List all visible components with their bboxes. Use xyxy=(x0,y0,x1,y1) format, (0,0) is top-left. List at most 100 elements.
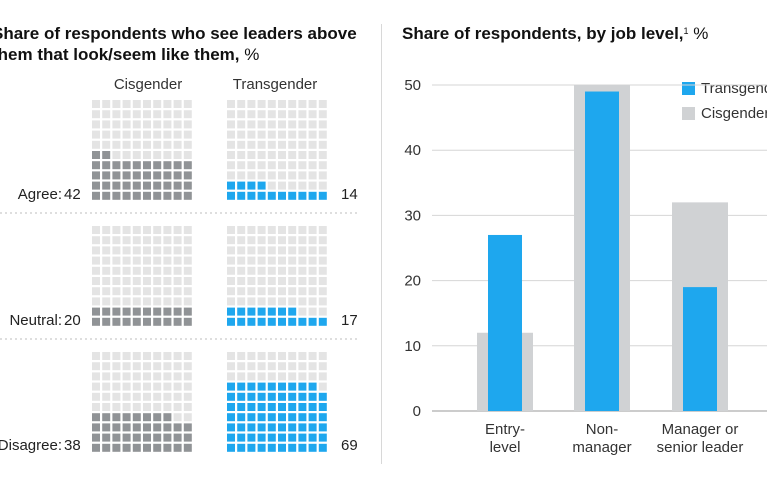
waffle-cell-cisgender-neutral-filled xyxy=(102,317,111,326)
y-tick-label-20: 20 xyxy=(404,273,421,290)
waffle-cell-cisgender-agree-filled xyxy=(183,161,192,170)
waffle-cell-transgender-agree-empty xyxy=(237,151,246,159)
waffle-cell-cisgender-agree-filled xyxy=(92,171,100,180)
waffle-cell-transgender-agree-empty xyxy=(318,100,327,108)
waffle-cell-cisgender-agree-filled xyxy=(92,161,100,170)
waffle-cell-transgender-neutral-empty xyxy=(298,307,307,316)
waffle-cell-transgender-disagree-filled xyxy=(267,413,276,422)
waffle-cell-transgender-agree-empty xyxy=(278,181,286,190)
waffle-cell-cisgender-agree-empty xyxy=(143,100,151,108)
waffle-cell-transgender-disagree-filled xyxy=(278,403,286,411)
waffle-cell-cisgender-disagree-filled xyxy=(183,443,192,452)
waffle-cell-transgender-disagree-filled xyxy=(237,443,246,452)
waffle-cell-cisgender-agree-empty xyxy=(112,140,121,149)
waffle-cell-transgender-agree-empty xyxy=(257,151,266,159)
waffle-cell-transgender-disagree-filled xyxy=(247,382,256,391)
waffle-cell-transgender-neutral-empty xyxy=(318,277,327,285)
waffle-cell-transgender-neutral-empty xyxy=(267,226,276,234)
waffle-cell-cisgender-agree-filled xyxy=(163,161,172,170)
waffle-cell-transgender-agree-empty xyxy=(257,161,266,170)
waffle-cell-cisgender-neutral-empty xyxy=(173,236,182,245)
waffle-cell-cisgender-neutral-empty xyxy=(143,236,151,245)
waffle-cell-cisgender-disagree-empty xyxy=(153,382,162,391)
waffle-cell-transgender-disagree-filled xyxy=(318,433,327,442)
waffle-cell-cisgender-agree-filled xyxy=(112,181,121,190)
waffle-cell-cisgender-agree-empty xyxy=(153,140,162,149)
waffle-cell-cisgender-neutral-filled xyxy=(112,307,121,316)
waffle-cell-cisgender-agree-empty xyxy=(153,110,162,119)
waffle-cell-transgender-agree-filled xyxy=(237,181,246,190)
waffle-cell-transgender-neutral-filled xyxy=(278,317,286,326)
y-tick-label-30: 30 xyxy=(404,207,421,224)
waffle-cell-cisgender-agree-empty xyxy=(163,100,172,108)
waffle-cell-transgender-neutral-filled xyxy=(288,307,297,316)
x-category-label-3-line2: senior leader xyxy=(657,439,744,456)
waffle-cell-cisgender-disagree-filled xyxy=(112,413,121,422)
waffle-cell-transgender-neutral-empty xyxy=(267,297,276,306)
waffle-cell-transgender-disagree-filled xyxy=(257,392,266,401)
waffle-cell-cisgender-neutral-empty xyxy=(183,256,192,265)
waffle-cell-transgender-agree-empty xyxy=(237,171,246,180)
waffle-cell-cisgender-agree-empty xyxy=(112,130,121,139)
waffle-cell-cisgender-disagree-empty xyxy=(143,372,151,381)
waffle-cell-transgender-disagree-filled xyxy=(308,433,317,442)
waffle-cell-cisgender-agree-filled xyxy=(112,171,121,180)
waffle-cell-transgender-agree-empty xyxy=(308,161,317,170)
waffle-cell-transgender-agree-empty xyxy=(298,151,307,159)
waffle-cell-transgender-neutral-filled xyxy=(278,307,286,316)
waffle-cell-transgender-neutral-empty xyxy=(257,256,266,265)
waffle-cell-cisgender-agree-empty xyxy=(183,120,192,129)
waffle-cell-transgender-neutral-empty xyxy=(237,226,246,234)
waffle-cell-transgender-agree-filled xyxy=(298,191,307,200)
waffle-cell-transgender-neutral-empty xyxy=(308,277,317,285)
waffle-cell-transgender-agree-empty xyxy=(318,161,327,170)
waffle-cell-cisgender-disagree-empty xyxy=(132,362,141,371)
waffle-cell-cisgender-neutral-empty xyxy=(132,297,141,306)
waffle-cell-cisgender-agree-filled xyxy=(163,191,172,200)
waffle-cell-transgender-neutral-empty xyxy=(237,256,246,265)
waffle-cell-cisgender-disagree-empty xyxy=(183,413,192,422)
waffle-cell-transgender-disagree-filled xyxy=(267,382,276,391)
waffle-cell-transgender-agree-filled xyxy=(257,191,266,200)
waffle-cell-cisgender-neutral-empty xyxy=(173,256,182,265)
right-chart-title-text: Share of respondents, by job level, xyxy=(402,24,684,43)
waffle-cell-transgender-agree-empty xyxy=(257,100,266,108)
waffle-cell-cisgender-agree-empty xyxy=(163,140,172,149)
waffle-cell-cisgender-agree-filled xyxy=(92,191,100,200)
left-chart-title-line2: them that look/seem like them, % xyxy=(0,44,259,65)
waffle-cell-transgender-neutral-filled xyxy=(288,317,297,326)
waffle-cell-cisgender-agree-filled xyxy=(153,171,162,180)
x-category-label-3-line1: Manager or xyxy=(662,421,739,438)
waffle-cell-transgender-disagree-filled xyxy=(298,423,307,432)
waffle-cell-cisgender-disagree-filled xyxy=(112,433,121,442)
waffle-cell-cisgender-neutral-filled xyxy=(102,307,111,316)
waffle-cell-cisgender-disagree-filled xyxy=(163,433,172,442)
waffle-cell-cisgender-neutral-empty xyxy=(143,256,151,265)
waffle-cell-transgender-neutral-empty xyxy=(247,256,256,265)
waffle-cell-transgender-agree-empty xyxy=(257,140,266,149)
waffle-cell-transgender-disagree-empty xyxy=(288,362,297,371)
waffle-cell-cisgender-disagree-filled xyxy=(122,423,131,432)
waffle-cell-transgender-agree-empty xyxy=(318,181,327,190)
waffle-cell-cisgender-agree-empty xyxy=(173,100,182,108)
waffle-cell-cisgender-disagree-empty xyxy=(112,382,121,391)
waffle-cell-transgender-neutral-empty xyxy=(247,287,256,296)
waffle-cell-cisgender-disagree-empty xyxy=(143,382,151,391)
waffle-cell-cisgender-agree-filled xyxy=(173,191,182,200)
waffle-cell-cisgender-agree-filled xyxy=(183,171,192,180)
left-chart-title-unit: % xyxy=(244,45,260,64)
waffle-cell-transgender-disagree-empty xyxy=(267,372,276,381)
waffle-cell-cisgender-agree-filled xyxy=(183,181,192,190)
waffle-cell-transgender-neutral-empty xyxy=(237,297,246,306)
waffle-cell-cisgender-neutral-empty xyxy=(92,266,100,275)
waffle-cell-cisgender-agree-empty xyxy=(163,130,172,139)
waffle-cell-transgender-agree-empty xyxy=(267,181,276,190)
waffle-cell-cisgender-agree-empty xyxy=(122,110,131,119)
waffle-cell-cisgender-agree-empty xyxy=(143,151,151,159)
waffle-cell-transgender-disagree-filled xyxy=(227,413,235,422)
waffle-cell-cisgender-disagree-empty xyxy=(163,362,172,371)
waffle-cell-transgender-neutral-empty xyxy=(318,236,327,245)
y-tick-label-50: 50 xyxy=(404,77,421,94)
waffle-cell-transgender-disagree-filled xyxy=(267,443,276,452)
waffle-cell-transgender-disagree-empty xyxy=(298,362,307,371)
